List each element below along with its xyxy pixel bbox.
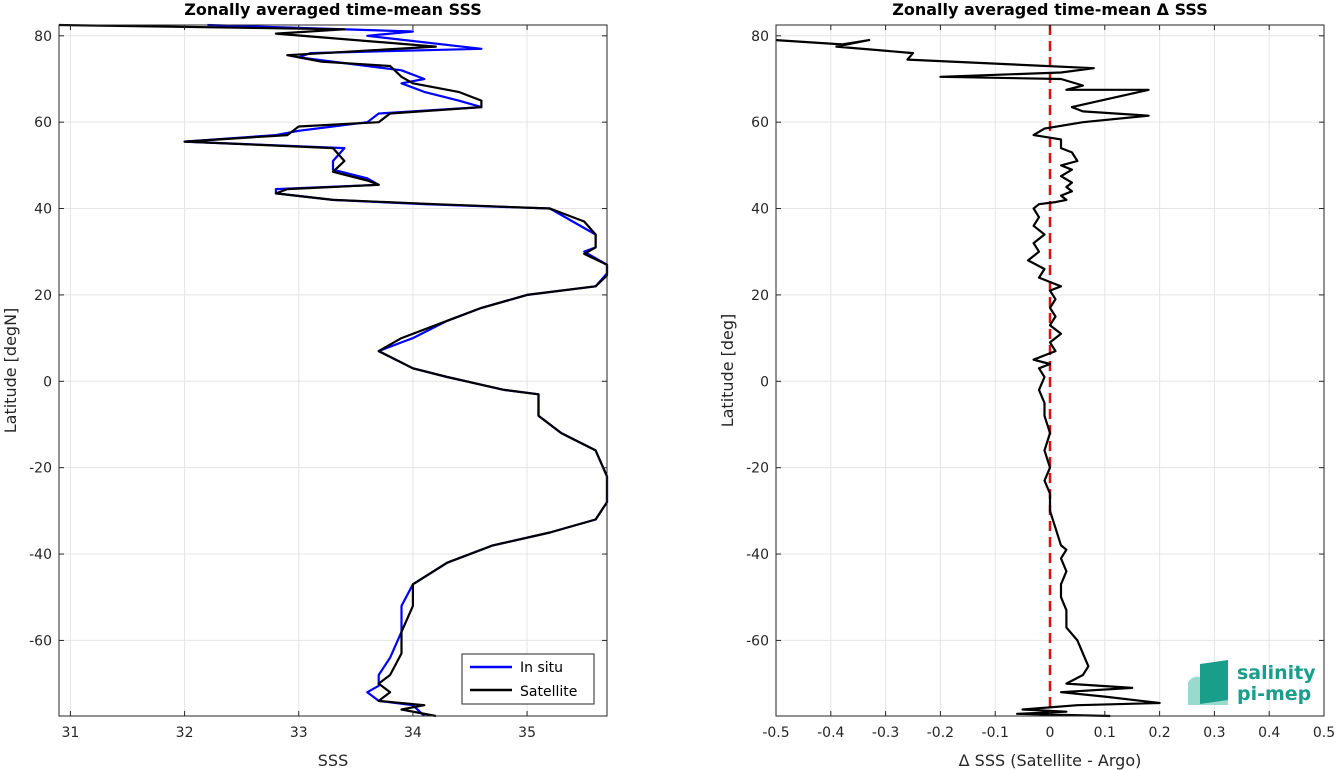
right-xtick-label: 0.2: [1148, 725, 1170, 741]
right-xtick-label: 0.3: [1203, 725, 1225, 741]
chart-left-sss: 31 32 33 34 35 -60 -40 -20 0 20 40 60 80 Zonally aver…: [1, 0, 609, 770]
left-ytick-label: 0: [43, 374, 52, 390]
legend-label-in-situ: In situ: [520, 660, 563, 676]
left-ytick-label: 60: [34, 115, 52, 131]
logo-line1: salinity: [1237, 662, 1316, 684]
left-xtick-label: 35: [518, 725, 536, 741]
salinity-pi-mep-logo: salinity pi-mep: [1188, 660, 1316, 705]
right-xtick-label: -0.5: [762, 725, 789, 741]
left-xtick-label: 32: [176, 725, 194, 741]
right-ytick-label: 20: [751, 288, 769, 304]
left-plot-area: [59, 25, 607, 716]
chart-right-delta-sss: -0.5 -0.4 -0.3 -0.2 -0.1 0 0.1 0.2 0.3 0.4 0.5 -60 -…: [718, 0, 1335, 770]
left-axes-box: [58, 24, 608, 717]
right-series-satellite: [775, 38, 1161, 718]
left-ytick-label: 80: [34, 29, 52, 45]
right-xtick-label: -0.1: [982, 725, 1009, 741]
right-ytick-label: 40: [751, 202, 769, 218]
right-xtick-label: 0: [1046, 725, 1055, 741]
left-ytick-label: 20: [34, 288, 52, 304]
right-y-axis-label: Latitude [deg]: [718, 314, 737, 428]
left-xtick-label: 31: [62, 725, 80, 741]
left-chart-title: Zonally averaged time-mean SSS: [184, 0, 482, 19]
left-xtick-label: 34: [404, 725, 422, 741]
left-x-axis-label: SSS: [318, 751, 348, 770]
left-ytick-label: -40: [29, 547, 52, 563]
legend: In situ Satellite: [461, 653, 595, 705]
right-ytick-label: -20: [746, 461, 769, 477]
left-ytick-label: -60: [29, 633, 52, 649]
right-xtick-label: 0.4: [1258, 725, 1280, 741]
right-ytick-label: 0: [760, 374, 769, 390]
right-x-axis-label: Δ SSS (Satellite - Argo): [959, 751, 1142, 770]
right-xtick-label: -0.3: [872, 725, 899, 741]
logo-line2: pi-mep: [1237, 683, 1311, 705]
right-ytick-label: -40: [746, 547, 769, 563]
left-ytick-label: -20: [29, 461, 52, 477]
right-ytick-label: 60: [751, 115, 769, 131]
right-xtick-label: -0.2: [927, 725, 954, 741]
right-xtick-label: 0.5: [1313, 725, 1335, 741]
right-xtick-label: 0.1: [1094, 725, 1116, 741]
right-chart-title: Zonally averaged time-mean Δ SSS: [892, 0, 1208, 19]
logo-block-icon: [1200, 660, 1228, 704]
right-ytick-label: 80: [751, 29, 769, 45]
left-y-axis-label: Latitude [degN]: [1, 308, 20, 434]
left-xtick-label: 33: [290, 725, 308, 741]
right-xtick-label: -0.4: [817, 725, 844, 741]
legend-box: [461, 653, 595, 705]
right-ytick-label: -60: [746, 633, 769, 649]
left-ytick-label: 40: [34, 202, 52, 218]
legend-label-satellite: Satellite: [520, 684, 577, 700]
